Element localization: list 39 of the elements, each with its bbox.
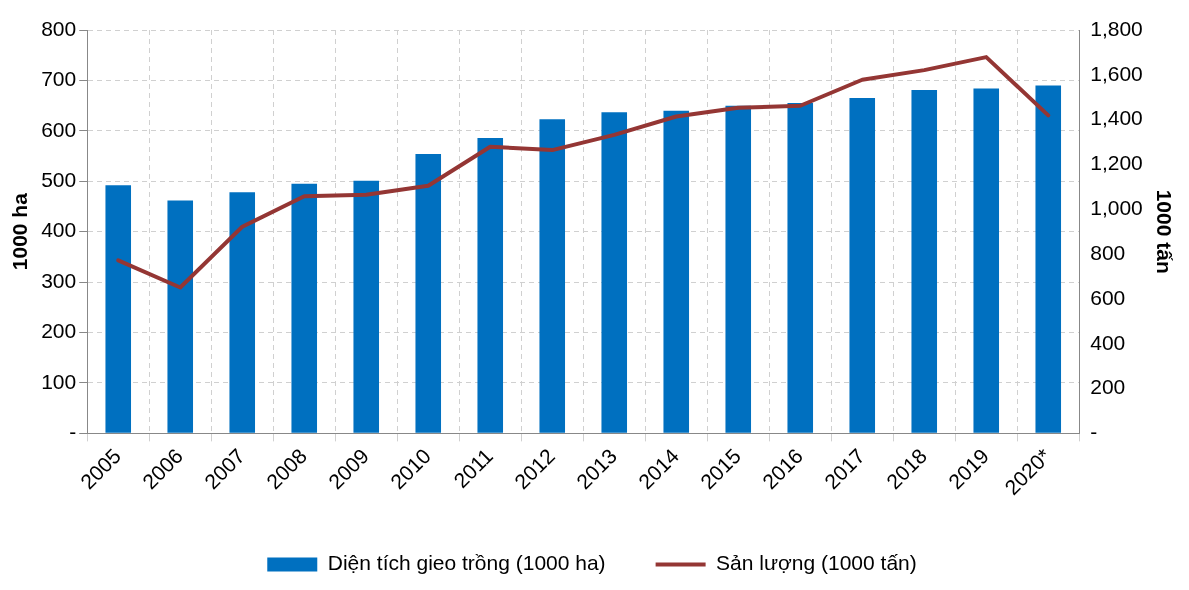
bar: [973, 88, 1000, 433]
bar: [1035, 85, 1062, 433]
y2-tick-label: 1,000: [1090, 196, 1143, 220]
y2-tick-label: 1,200: [1090, 151, 1143, 175]
y-axis-title: 1000 ha: [8, 192, 32, 271]
bar: [663, 110, 690, 433]
bar: [725, 105, 752, 433]
y2-tick-label: 1,800: [1090, 16, 1143, 40]
y-tick-label: -: [69, 420, 77, 444]
y2-tick-label: -: [1090, 420, 1098, 444]
bar: [229, 192, 256, 433]
bar: [167, 200, 194, 433]
legend-label: Sản lượng (1000 tấn): [716, 551, 917, 575]
bar: [601, 112, 628, 433]
bar: [291, 183, 318, 433]
bar: [415, 154, 442, 433]
bar: [539, 119, 566, 433]
y-tick-label: 500: [41, 168, 77, 192]
y2-tick-label: 200: [1090, 375, 1126, 399]
y2-tick-label: 1,400: [1090, 106, 1143, 130]
y2-tick-label: 400: [1090, 330, 1126, 354]
y-tick-label: 200: [41, 319, 77, 343]
y-tick-label: 600: [41, 117, 77, 141]
bar: [477, 137, 504, 433]
y2-tick-label: 600: [1090, 285, 1126, 309]
bar: [911, 90, 938, 433]
bar: [105, 185, 132, 433]
y-tick-label: 100: [41, 369, 77, 393]
legend-label: Diện tích gieo trồng (1000 ha): [327, 551, 606, 575]
y-tick-label: 300: [41, 268, 77, 292]
bar: [849, 98, 876, 433]
y2-tick-label: 1,600: [1090, 61, 1143, 85]
y-tick-label: 400: [41, 218, 77, 242]
y-tick-label: 700: [41, 67, 77, 91]
y2-axis-title: 1000 tấn: [1152, 189, 1176, 274]
y2-tick-label: 800: [1090, 240, 1126, 264]
bar: [353, 180, 380, 433]
y-tick-label: 800: [41, 16, 77, 40]
bar: [787, 103, 814, 433]
